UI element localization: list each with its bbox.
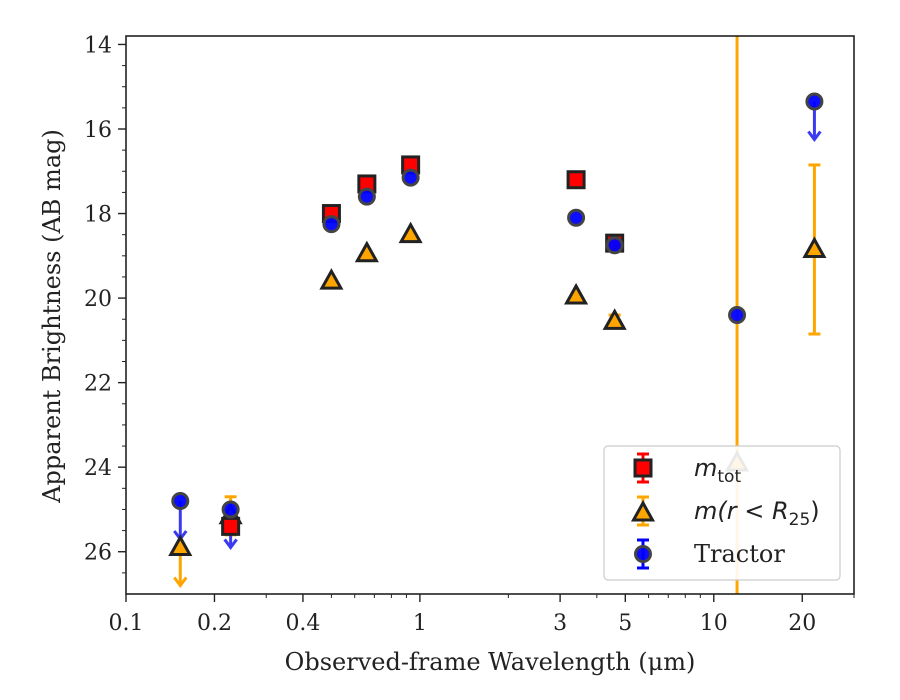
data-point-square bbox=[221, 516, 241, 536]
legend-marker-circle bbox=[634, 545, 652, 563]
data-markers bbox=[168, 92, 827, 556]
y-tick-label: 14 bbox=[84, 33, 112, 58]
data-point-circle bbox=[401, 168, 420, 187]
legend-marker-triangle bbox=[630, 499, 656, 522]
data-point-triangle bbox=[602, 308, 627, 330]
data-point-circle bbox=[221, 500, 240, 519]
upper-limit-arrow bbox=[173, 576, 188, 588]
legend-label: mtot bbox=[694, 454, 741, 487]
legend-label: m(r < R25) bbox=[694, 497, 820, 530]
legend-box bbox=[603, 445, 841, 581]
x-axis-label: Observed-frame Wavelength (μm) bbox=[285, 648, 696, 676]
data-point-triangle bbox=[319, 268, 344, 290]
y-tick-label: 24 bbox=[84, 456, 112, 481]
data-point-square bbox=[566, 170, 586, 190]
y-axis-label: Apparent Brightness (AB mag) bbox=[38, 129, 66, 504]
x-tick-label: 5 bbox=[618, 611, 632, 636]
legend-marker-square bbox=[633, 458, 653, 478]
legend: mtot m(r < R25) Tractor bbox=[603, 445, 841, 581]
y-tick-label: 18 bbox=[84, 203, 112, 228]
data-point-triangle bbox=[564, 282, 589, 305]
data-point-triangle bbox=[802, 236, 827, 258]
data-point-triangle bbox=[398, 221, 423, 244]
data-point-circle bbox=[567, 208, 586, 227]
y-tick-label: 22 bbox=[84, 372, 112, 397]
data-point-circle bbox=[357, 187, 376, 206]
data-point-triangle bbox=[354, 240, 379, 263]
x-tick-label: 0.4 bbox=[285, 611, 320, 636]
data-point-circle bbox=[322, 215, 341, 234]
data-point-circle bbox=[605, 236, 624, 255]
data-point-triangle bbox=[168, 534, 193, 556]
upper-limit-arrow bbox=[807, 130, 822, 143]
data-point-circle bbox=[728, 306, 747, 324]
y-tick-label: 26 bbox=[84, 541, 112, 566]
data-point-circle bbox=[805, 92, 824, 111]
y-tick-label: 16 bbox=[84, 118, 112, 143]
x-tick-label: 3 bbox=[553, 611, 567, 636]
x-tick-label: 1 bbox=[413, 611, 427, 636]
x-tick-label: 0.1 bbox=[109, 611, 144, 636]
legend-label: Tractor bbox=[694, 540, 785, 568]
data-point-circle bbox=[171, 492, 190, 510]
x-tick-label: 20 bbox=[788, 611, 816, 636]
y-tick-label: 20 bbox=[84, 287, 112, 312]
plot-frame bbox=[125, 35, 855, 595]
x-tick-label: 10 bbox=[700, 611, 728, 636]
x-axis-ticks: 0.1 0.2 0.4 1 3 5 10 20 bbox=[109, 594, 855, 636]
y-axis-ticks: 14 16 18 20 22 24 26 bbox=[84, 33, 126, 574]
x-tick-label: 0.2 bbox=[197, 611, 232, 636]
upper-limit-arrow bbox=[223, 538, 238, 550]
